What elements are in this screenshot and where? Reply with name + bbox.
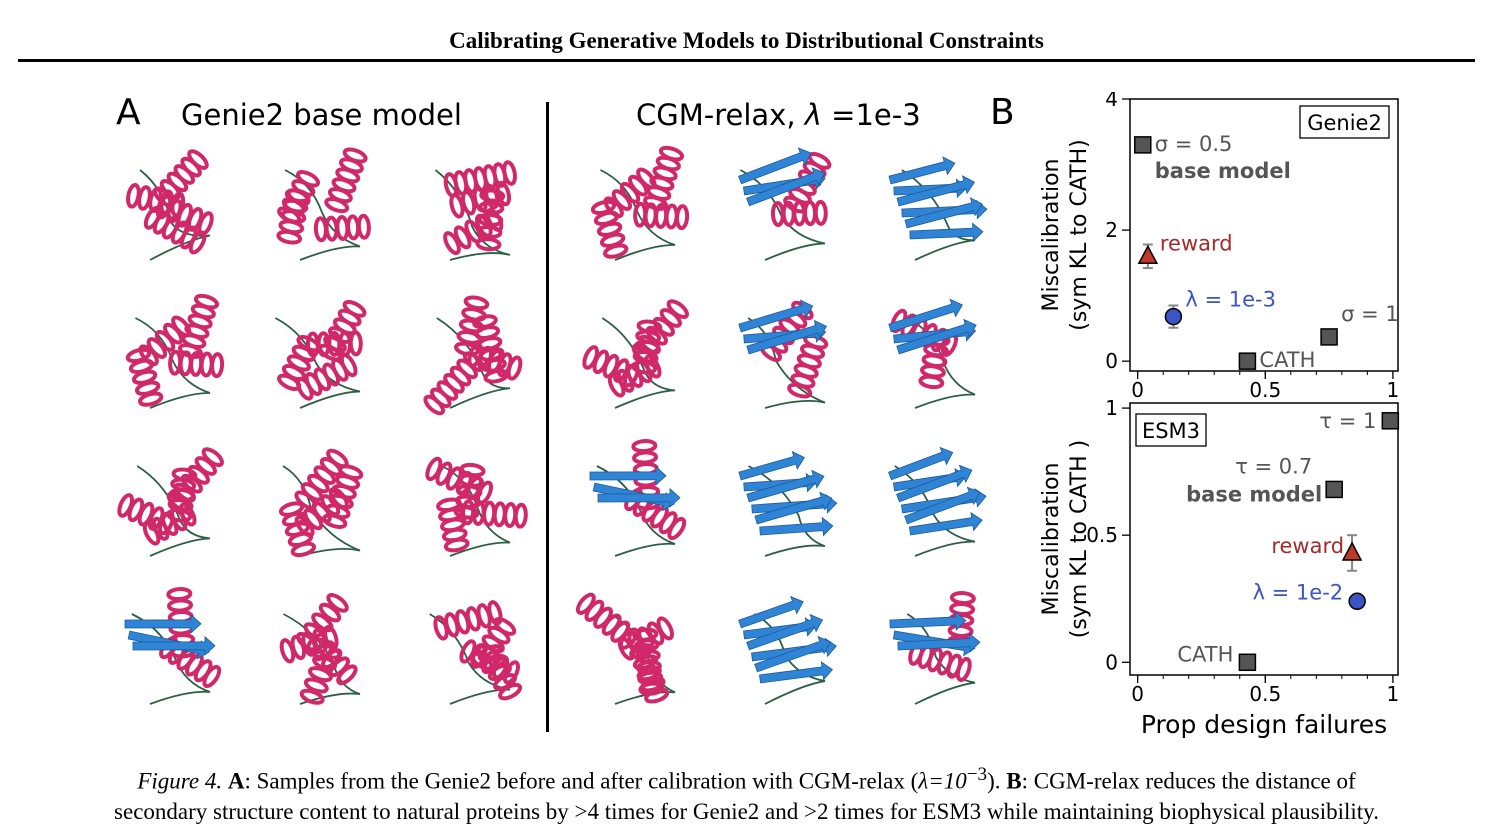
cgm-relax-structure — [738, 147, 832, 261]
point-label: σ = 0.5 — [1155, 132, 1233, 156]
model-box-label: ESM3 — [1135, 413, 1207, 447]
data-point — [1341, 534, 1363, 572]
y-axis-label: Miscalibration (sym KL to CATH) — [1039, 139, 1092, 331]
data-point — [1381, 412, 1400, 430]
y-tick-label: 2 — [1105, 218, 1118, 242]
genie2-miscalibration-chart: 0 0.5 1 0 2 4 Miscalibration (sym KL to CATH) Ge… — [1039, 92, 1400, 402]
point-label: λ = 1e-2 — [1253, 580, 1344, 604]
header-rule — [18, 59, 1475, 62]
cgm-relax-structure — [738, 450, 838, 557]
genie2-structure — [125, 293, 225, 409]
cgm-relax-structure — [888, 446, 987, 557]
caption-line-1: Figure 4. A: Samples from the Genie2 bef… — [10, 760, 1483, 797]
cgm-relax-structure — [738, 595, 837, 705]
caption-b-text: : CGM-relax reduces the distance of — [1021, 768, 1356, 794]
panel-a-divider — [546, 102, 549, 732]
cgm-relax-structure — [590, 145, 690, 261]
x-tick-label: 1 — [1387, 378, 1400, 402]
panel-b-letter: B — [990, 92, 1015, 133]
caption-a-math: λ=10 — [918, 768, 967, 794]
y-tick-label: 0 — [1105, 650, 1118, 674]
caption-a: A — [227, 768, 245, 794]
data-point — [1238, 653, 1257, 672]
x-tick-label: 0.5 — [1249, 378, 1281, 402]
genie2-structure — [278, 448, 364, 558]
panel-a-letter: A — [116, 92, 141, 133]
point-label: τ = 1 — [1319, 409, 1376, 433]
point-sublabel: base model — [1155, 159, 1291, 183]
y-tick-label: 0 — [1105, 349, 1118, 373]
genie2-structure — [276, 147, 371, 261]
genie2-structure — [425, 456, 528, 557]
genie2-structure — [117, 447, 224, 557]
caption-b: B — [1006, 768, 1022, 794]
point-label: τ = 0.7 — [1235, 454, 1312, 478]
data-point — [1164, 304, 1183, 329]
data-point — [1137, 243, 1159, 270]
model-box-label: Genie2 — [1299, 105, 1390, 139]
point-label: reward — [1160, 231, 1233, 255]
genie2-structure — [429, 600, 523, 705]
caption-a-exp: −3 — [966, 764, 988, 785]
cgm-relax-structure — [582, 299, 689, 409]
point-label: λ = 1e-3 — [1185, 288, 1276, 312]
x-tick-label: 0 — [1131, 682, 1144, 706]
data-point — [1348, 592, 1366, 611]
caption-a-text: : Samples from the Genie2 before and aft… — [244, 768, 919, 794]
esm3-miscalibration-chart: 0 0.5 1 0 0.5 1 Miscalibration (sym KL to CATH … — [1039, 396, 1400, 739]
x-tick-label: 0.5 — [1249, 682, 1281, 706]
cgm-relax-structure — [575, 592, 676, 705]
genie2-structure — [126, 149, 214, 261]
svg-text:Genie2: Genie2 — [1307, 111, 1382, 135]
cgm-relax-structure — [889, 591, 981, 705]
figure-caption: Figure 4. A: Samples from the Genie2 bef… — [10, 760, 1483, 827]
genie2-structures-grid — [117, 147, 528, 705]
page-header-title: Calibrating Generative Models to Distrib… — [449, 28, 1044, 53]
x-tick-label: 0 — [1131, 378, 1144, 402]
x-axis-label: Prop design failures — [1141, 710, 1387, 739]
y-tick-label: 4 — [1105, 92, 1118, 111]
caption-a-close: ). — [987, 768, 1007, 794]
data-point — [1238, 352, 1257, 370]
genie2-structure — [274, 299, 367, 409]
data-point — [1320, 328, 1338, 346]
caption-fig-label: Figure 4. — [137, 768, 223, 794]
cgm-relax-structure — [888, 156, 988, 261]
plot-frame — [1129, 98, 1399, 372]
caption-line-2: secondary structure content to natural p… — [114, 798, 1379, 824]
cgm-relax-structure — [738, 299, 829, 409]
genie2-structure — [434, 160, 517, 261]
cgm-relax-structure — [888, 298, 977, 409]
svg-text:ESM3: ESM3 — [1142, 419, 1200, 443]
point-label: reward — [1271, 534, 1344, 558]
cgm-relax-structure — [589, 439, 687, 557]
x-tick-label: 1 — [1387, 682, 1400, 706]
y-axis-label: Miscalibration (sym KL to CATH ) — [1039, 440, 1092, 639]
y-tick-label: 0.5 — [1086, 523, 1118, 547]
data-point — [1134, 136, 1152, 154]
data-point — [1325, 480, 1343, 499]
y-tick-label: 1 — [1105, 396, 1118, 420]
point-label: σ = 1 — [1341, 302, 1399, 326]
point-sublabel: base model — [1186, 482, 1322, 506]
right-title-suffix: =1e-3 — [821, 98, 921, 132]
genie2-structure — [423, 295, 523, 416]
genie2-structure — [124, 587, 222, 705]
point-label: CATH — [1177, 642, 1233, 666]
plot-frame — [1129, 402, 1399, 676]
genie2-structure — [279, 593, 361, 705]
right-title-lambda: λ — [804, 98, 822, 132]
point-label: CATH — [1259, 348, 1315, 372]
panel-a-left-title: Genie2 base model — [181, 98, 462, 132]
panel-a-right-title: CGM-relax, λ =1e-3 — [636, 98, 921, 132]
right-title-prefix: CGM-relax, — [636, 98, 805, 132]
cgm-relax-structures-grid — [575, 145, 988, 705]
